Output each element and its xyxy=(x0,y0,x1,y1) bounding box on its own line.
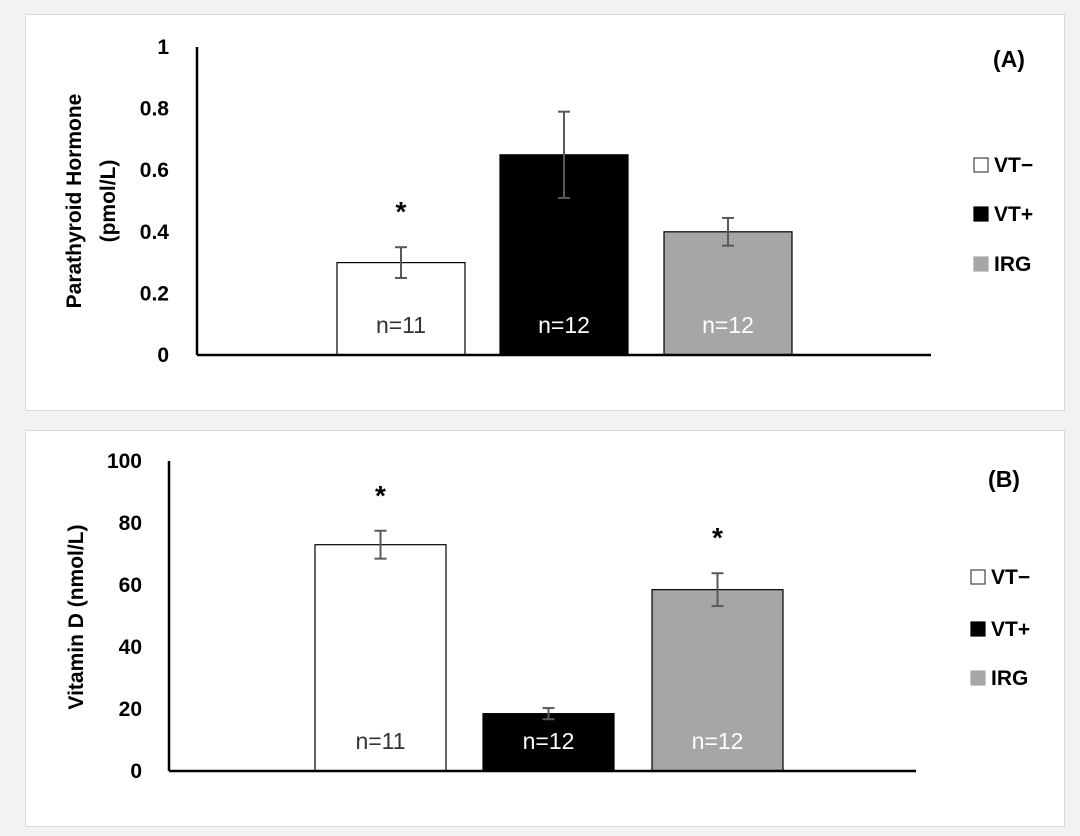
legend-label: IRG xyxy=(994,253,1031,276)
sample-size-label: n=12 xyxy=(692,728,744,754)
legend-label: VT+ xyxy=(991,618,1030,641)
y-tick-label: 0.6 xyxy=(140,159,169,182)
y-axis-label: (pmol/L) xyxy=(97,160,120,243)
significance-marker: * xyxy=(375,480,386,511)
y-tick-label: 100 xyxy=(107,450,142,473)
legend-label: VT+ xyxy=(994,203,1033,226)
y-tick-label: 0.4 xyxy=(140,221,170,244)
y-tick-label: 20 xyxy=(119,698,142,721)
sample-size-label: n=12 xyxy=(538,312,590,338)
y-tick-label: 0.8 xyxy=(140,98,170,121)
y-axis-label: Vitamin D (nmol/L) xyxy=(65,524,88,709)
y-tick-label: 40 xyxy=(119,636,142,659)
y-tick-label: 1 xyxy=(157,36,169,59)
legend-swatch xyxy=(970,621,986,637)
y-tick-label: 80 xyxy=(119,512,142,535)
y-tick-label: 0 xyxy=(157,344,169,367)
panel-label: (B) xyxy=(988,466,1020,492)
sample-size-label: n=12 xyxy=(702,312,754,338)
bar xyxy=(663,231,793,356)
legend-swatch xyxy=(970,670,986,686)
y-tick-label: 0 xyxy=(130,760,142,783)
y-tick-label: 0.2 xyxy=(140,282,169,305)
legend-swatch xyxy=(970,569,986,585)
legend-label: VT− xyxy=(991,566,1030,589)
chart-panel-b: 0 20 40 60 80 100 Vitamin D (nmol/L) n=11 * n=12 n… xyxy=(25,430,1065,827)
y-tick-label: 60 xyxy=(119,574,142,597)
legend-swatch xyxy=(973,206,989,222)
significance-marker: * xyxy=(712,522,723,553)
parathyroid-chart: 0 0.2 0.4 0.6 0.8 1 Parathyroid Hormone (pmol/L… xyxy=(63,36,1033,367)
legend-swatch xyxy=(973,256,989,272)
significance-marker: * xyxy=(396,196,407,227)
y-axis-label: Parathyroid Hormone xyxy=(63,94,86,309)
legend-swatch xyxy=(973,157,989,173)
bar xyxy=(482,713,615,772)
sample-size-label: n=11 xyxy=(355,728,405,754)
sample-size-label: n=12 xyxy=(523,728,575,754)
legend-label: IRG xyxy=(991,667,1028,690)
bar xyxy=(314,544,447,772)
vitamin-d-chart: 0 20 40 60 80 100 Vitamin D (nmol/L) n=11 * n=12 n… xyxy=(65,450,1030,783)
legend-label: VT− xyxy=(994,154,1033,177)
sample-size-label: n=11 xyxy=(376,312,426,338)
bar xyxy=(651,589,784,772)
chart-panel-a: 0 0.2 0.4 0.6 0.8 1 Parathyroid Hormone (pmol/L… xyxy=(25,14,1065,411)
panel-label: (A) xyxy=(993,46,1025,72)
